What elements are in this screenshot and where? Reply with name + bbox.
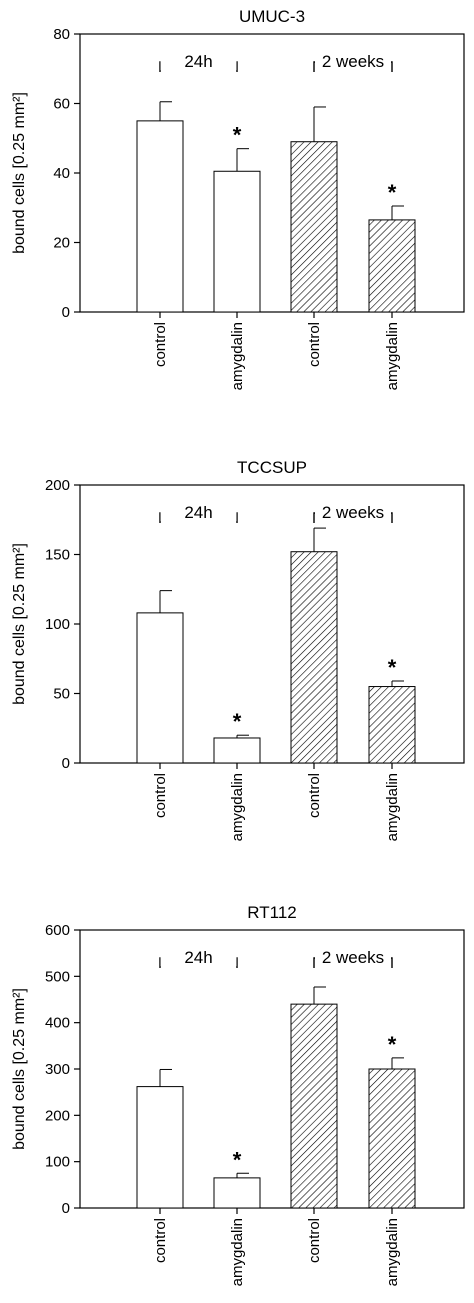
x-category-label: amygdalin	[229, 1218, 246, 1286]
group-label: 2 weeks	[322, 52, 384, 71]
group-label-backing	[160, 501, 237, 521]
bar	[368, 1068, 416, 1209]
y-tick-label: 80	[53, 26, 70, 43]
group-label-backing	[160, 946, 237, 966]
x-category-label: control	[152, 1218, 169, 1263]
significance-star: *	[388, 180, 397, 205]
y-axis-label: bound cells [0.25 mm²]	[11, 92, 28, 254]
group-label: 2 weeks	[322, 948, 384, 967]
significance-star: *	[388, 1032, 397, 1057]
group-label-backing	[315, 501, 391, 521]
bar	[213, 170, 261, 313]
y-tick-label: 100	[45, 1154, 70, 1171]
x-category-label: amygdalin	[384, 322, 401, 390]
significance-star: *	[388, 655, 397, 680]
group-label-backing	[160, 50, 237, 70]
chart-title: UMUC-3	[239, 7, 305, 26]
bar	[213, 737, 261, 764]
y-tick-label: 100	[45, 616, 70, 633]
bar	[290, 141, 338, 313]
y-tick-label: 300	[45, 1061, 70, 1078]
y-tick-label: 600	[45, 922, 70, 939]
y-tick-label: 60	[53, 96, 70, 113]
group-label: 24h	[184, 948, 212, 967]
group-label-backing	[315, 50, 391, 70]
y-tick-label: 40	[53, 165, 70, 182]
bar	[368, 686, 416, 764]
group-label: 24h	[184, 52, 212, 71]
chart-panel-2: TCCSUP 0 50 100 150 200 bound cells [0.25 mm²]…	[11, 458, 465, 841]
bar	[136, 612, 184, 764]
x-category-label: amygdalin	[384, 1218, 401, 1286]
y-axis-label: bound cells [0.25 mm²]	[11, 988, 28, 1150]
significance-star: *	[233, 1147, 242, 1172]
x-category-label: control	[306, 1218, 323, 1263]
x-category-label: control	[152, 773, 169, 818]
chart-title: RT112	[247, 903, 296, 922]
y-tick-label: 0	[62, 755, 70, 772]
bar	[136, 120, 184, 313]
y-tick-label: 150	[45, 547, 70, 564]
bar	[290, 1003, 338, 1209]
x-category-label: control	[152, 322, 169, 367]
y-tick-label: 500	[45, 968, 70, 985]
y-axis-label: bound cells [0.25 mm²]	[11, 543, 28, 705]
y-tick-label: 20	[53, 235, 70, 252]
bar	[368, 219, 416, 313]
bar	[290, 551, 338, 764]
y-tick-label: 50	[53, 686, 70, 703]
significance-star: *	[233, 709, 242, 734]
y-tick-label: 200	[45, 1107, 70, 1124]
chart-panel-3: RT112 0 100 200 300 400 500 600 bound cells [0.2…	[11, 903, 465, 1286]
x-category-label: amygdalin	[229, 773, 246, 841]
y-tick-label: 0	[62, 304, 70, 321]
group-label-backing	[315, 946, 391, 966]
y-tick-label: 0	[62, 1200, 70, 1217]
x-category-label: amygdalin	[229, 322, 246, 390]
x-category-label: control	[306, 773, 323, 818]
x-category-label: amygdalin	[384, 773, 401, 841]
y-tick-label: 200	[45, 477, 70, 494]
bar	[136, 1086, 184, 1209]
chart-title: TCCSUP	[237, 458, 307, 477]
y-tick-label: 400	[45, 1015, 70, 1032]
group-label: 2 weeks	[322, 503, 384, 522]
x-category-label: control	[306, 322, 323, 367]
group-label: 24h	[184, 503, 212, 522]
significance-star: *	[233, 123, 242, 148]
bar	[213, 1177, 261, 1209]
chart-panel-1: UMUC-3 0 20 40 60 80 bound cells [0.25 mm²] con…	[11, 7, 465, 390]
